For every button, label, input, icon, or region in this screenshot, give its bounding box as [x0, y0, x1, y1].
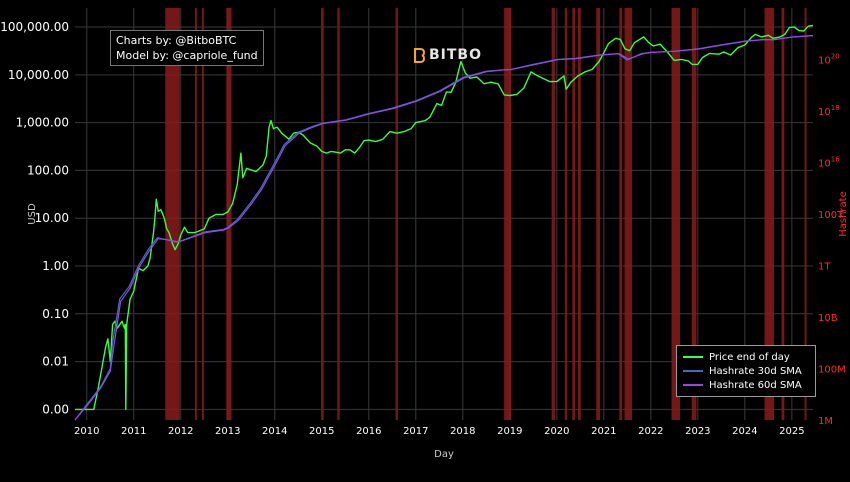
- y2-tick-label: 1016: [818, 156, 840, 170]
- y2-tick-label: 10B: [818, 313, 838, 324]
- series-layer: [74, 24, 814, 421]
- hashrate-60d-line: [74, 35, 814, 421]
- x-tick-label: 2017: [403, 426, 428, 437]
- capitulation-band: [504, 8, 512, 420]
- x-tick-label: 2012: [168, 426, 193, 437]
- capitulation-band: [619, 8, 623, 420]
- x-tick-label: 2010: [74, 426, 99, 437]
- capitulation-band: [764, 8, 774, 420]
- credits-model-by: Model by: @capriole_fund: [116, 49, 258, 62]
- legend-swatch-hashrate-30d: [683, 370, 703, 372]
- legend: Price end of day Hashrate 30d SMA Hashra…: [676, 345, 816, 397]
- legend-item-price: Price end of day: [683, 350, 809, 364]
- capitulation-band: [201, 8, 204, 420]
- y-tick-label: 1,000.00: [16, 116, 69, 130]
- y2-tick-exponent: 16: [831, 156, 840, 164]
- credits-charts-by: Charts by: @BitboBTC: [116, 34, 237, 47]
- capitulation-band: [781, 8, 785, 420]
- capitulation-band: [321, 8, 324, 420]
- capitulation-bands: [165, 8, 807, 420]
- capitulation-band: [165, 8, 180, 420]
- capitulation-band: [804, 8, 807, 420]
- y-tick-label: 1.00: [42, 259, 69, 273]
- credits-box: Charts by: @BitboBTC Model by: @capriole…: [110, 30, 264, 66]
- x-tick-label: 2020: [544, 426, 569, 437]
- y2-tick-exponent: 18: [831, 104, 840, 112]
- x-tick-label: 2018: [450, 426, 475, 437]
- x-tick-label: 2013: [215, 426, 240, 437]
- y-tick-label: 0.01: [42, 355, 69, 369]
- axis-layer: 0.00 0.01 0.10 1.00 10.00 100.00 1,000.00 10,00…: [0, 20, 849, 460]
- x-tick-label: 2019: [497, 426, 522, 437]
- x-tick-label: 2023: [685, 426, 710, 437]
- capitulation-band: [395, 8, 398, 420]
- x-tick-label: 2021: [591, 426, 616, 437]
- capitulation-band: [671, 8, 680, 420]
- y-tick-label: 0.10: [42, 307, 69, 321]
- legend-swatch-hashrate-60d: [683, 384, 703, 386]
- capitulation-band: [564, 8, 568, 420]
- y2-tick-label: 100M: [818, 365, 846, 376]
- capitulation-band: [337, 8, 340, 420]
- capitulation-band: [624, 8, 633, 420]
- y2-tick-label: 1T: [818, 262, 831, 273]
- x-tick-label: 2011: [121, 426, 146, 437]
- y2-tick-label: 1M: [818, 416, 833, 427]
- legend-label-hashrate-30d: Hashrate 30d SMA: [709, 365, 802, 377]
- capitulation-band: [691, 8, 697, 420]
- y2-tick-label: 1020: [818, 53, 840, 67]
- y2-tick-exponent: 20: [831, 53, 840, 61]
- bitbo-watermark-text: BITBO: [429, 47, 483, 63]
- y2-axis-title: Hashrate: [838, 191, 849, 237]
- bitbo-watermark: BITBO: [413, 47, 482, 63]
- capitulation-band: [596, 8, 601, 420]
- x-tick-label: 2016: [356, 426, 381, 437]
- legend-label-hashrate-60d: Hashrate 60d SMA: [709, 379, 802, 391]
- y-tick-label: 0.00: [42, 402, 69, 416]
- capitulation-band: [551, 8, 555, 420]
- y-tick-label: 10.00: [35, 211, 69, 225]
- y-tick-label: 100,000.00: [0, 20, 69, 34]
- legend-item-hashrate-30d: Hashrate 30d SMA: [683, 364, 809, 378]
- y-tick-label: 10,000.00: [8, 68, 69, 82]
- bitbo-logo-icon: [414, 47, 425, 63]
- x-tick-label: 2024: [732, 426, 757, 437]
- capitulation-band: [577, 8, 581, 420]
- x-axis-title: Day: [434, 449, 454, 460]
- x-tick-label: 2015: [309, 426, 334, 437]
- capitulation-band: [194, 8, 197, 420]
- price-line: [75, 24, 814, 411]
- x-tick-label: 2014: [262, 426, 287, 437]
- y2-tick-label: 100T: [818, 210, 844, 221]
- x-tick-label: 2025: [779, 426, 804, 437]
- capitulation-band: [226, 8, 232, 420]
- legend-item-hashrate-60d: Hashrate 60d SMA: [683, 378, 809, 392]
- y-tick-label: 100.00: [27, 163, 69, 177]
- legend-label-price: Price end of day: [709, 351, 790, 363]
- x-tick-label: 2022: [638, 426, 663, 437]
- y2-tick-label: 1018: [818, 104, 840, 118]
- legend-swatch-price: [683, 356, 703, 358]
- y-axis-title: USD: [27, 203, 38, 225]
- capitulation-band: [572, 8, 576, 420]
